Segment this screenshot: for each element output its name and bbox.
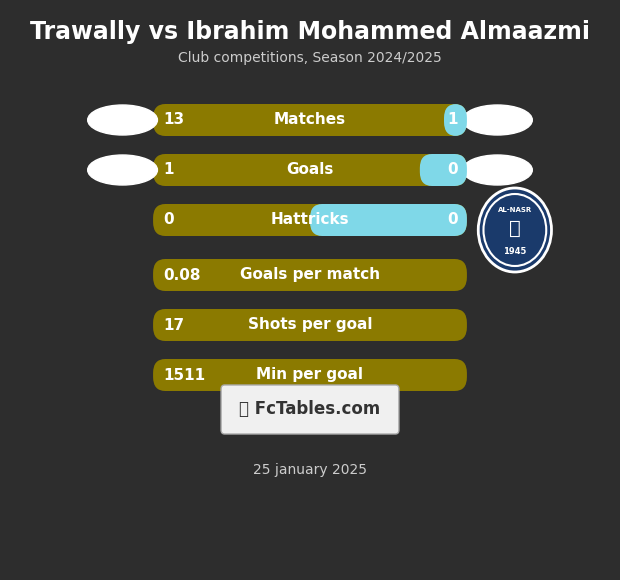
- Text: Goals per match: Goals per match: [240, 267, 380, 282]
- Text: 0: 0: [448, 212, 458, 227]
- FancyBboxPatch shape: [153, 259, 467, 291]
- Text: AL-NASR: AL-NASR: [498, 207, 532, 213]
- Circle shape: [478, 188, 551, 272]
- Ellipse shape: [463, 155, 533, 185]
- Ellipse shape: [463, 105, 533, 135]
- Text: Matches: Matches: [274, 113, 346, 128]
- Text: 0.08: 0.08: [164, 267, 201, 282]
- Text: 1945: 1945: [503, 248, 526, 256]
- Text: 1: 1: [164, 162, 174, 177]
- Text: Club competitions, Season 2024/2025: Club competitions, Season 2024/2025: [178, 51, 442, 65]
- Text: Trawally vs Ibrahim Mohammed Almaazmi: Trawally vs Ibrahim Mohammed Almaazmi: [30, 20, 590, 44]
- Text: 📈 FcTables.com: 📈 FcTables.com: [239, 400, 381, 418]
- Text: 25 january 2025: 25 january 2025: [253, 463, 367, 477]
- FancyBboxPatch shape: [310, 204, 467, 236]
- Text: Shots per goal: Shots per goal: [248, 317, 372, 332]
- FancyBboxPatch shape: [153, 104, 467, 136]
- Text: 0: 0: [164, 212, 174, 227]
- Text: 1: 1: [448, 113, 458, 128]
- Ellipse shape: [87, 105, 157, 135]
- FancyBboxPatch shape: [420, 154, 467, 186]
- Text: 17: 17: [164, 317, 185, 332]
- Text: ⚽: ⚽: [509, 219, 521, 237]
- Text: Min per goal: Min per goal: [257, 368, 363, 382]
- FancyBboxPatch shape: [153, 309, 467, 341]
- FancyBboxPatch shape: [444, 104, 467, 136]
- Text: 13: 13: [164, 113, 185, 128]
- Text: Hattricks: Hattricks: [271, 212, 349, 227]
- FancyBboxPatch shape: [153, 359, 467, 391]
- Ellipse shape: [87, 155, 157, 185]
- Text: 0: 0: [448, 162, 458, 177]
- Text: 1511: 1511: [164, 368, 206, 382]
- FancyBboxPatch shape: [153, 154, 467, 186]
- Text: Goals: Goals: [286, 162, 334, 177]
- FancyBboxPatch shape: [153, 204, 467, 236]
- FancyBboxPatch shape: [221, 385, 399, 434]
